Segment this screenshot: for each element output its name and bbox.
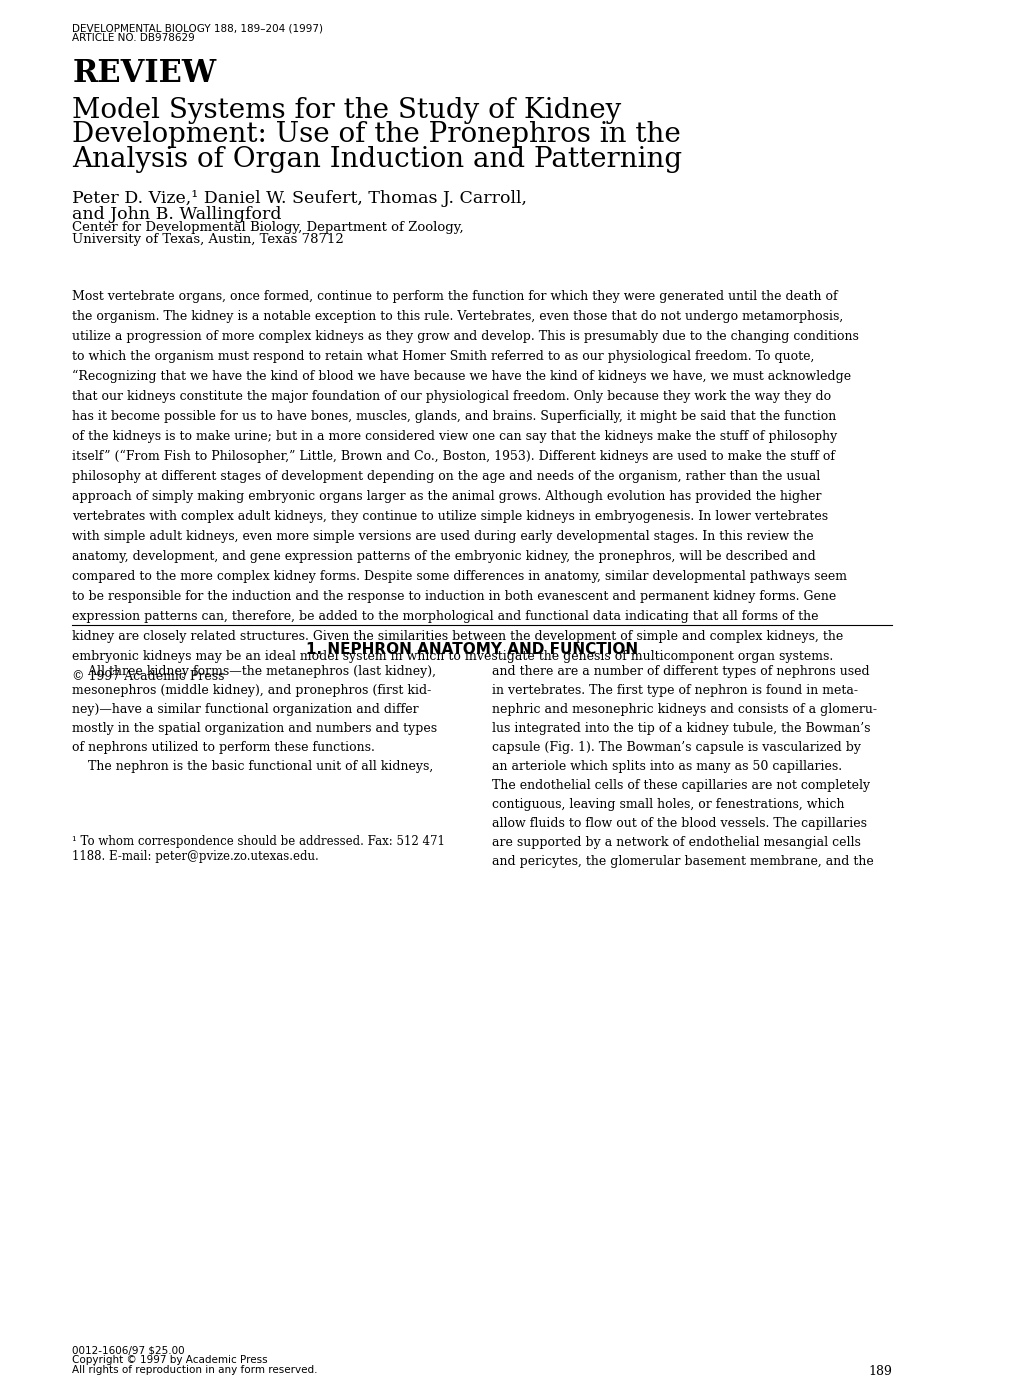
Text: ¹ To whom correspondence should be addressed. Fax: 512 471
1188. E-mail: peter@p: ¹ To whom correspondence should be addre… — [72, 834, 444, 863]
Text: itself” (“From Fish to Philosopher,” Little, Brown and Co., Boston, 1953). Diffe: itself” (“From Fish to Philosopher,” Lit… — [72, 450, 835, 463]
Text: Peter D. Vize,¹ Daniel W. Seufert, Thomas J. Carroll,: Peter D. Vize,¹ Daniel W. Seufert, Thoma… — [72, 191, 527, 207]
Text: Center for Developmental Biology, Department of Zoology,: Center for Developmental Biology, Depart… — [72, 221, 464, 233]
Text: that our kidneys constitute the major foundation of our physiological freedom. O: that our kidneys constitute the major fo… — [72, 389, 830, 403]
Text: in vertebrates. The first type of nephron is found in meta-: in vertebrates. The first type of nephro… — [491, 684, 857, 697]
Text: Analysis of Organ Induction and Patterning: Analysis of Organ Induction and Patterni… — [72, 146, 682, 173]
Text: the organism. The kidney is a notable exception to this rule. Vertebrates, even : the organism. The kidney is a notable ex… — [72, 309, 843, 323]
Text: Most vertebrate organs, once formed, continue to perform the function for which : Most vertebrate organs, once formed, con… — [72, 290, 838, 302]
Text: approach of simply making embryonic organs larger as the animal grows. Although : approach of simply making embryonic orga… — [72, 490, 821, 503]
Text: allow fluids to flow out of the blood vessels. The capillaries: allow fluids to flow out of the blood ve… — [491, 818, 866, 830]
Text: contiguous, leaving small holes, or fenestrations, which: contiguous, leaving small holes, or fene… — [491, 798, 844, 811]
Text: Model Systems for the Study of Kidney: Model Systems for the Study of Kidney — [72, 97, 621, 123]
Text: The endothelial cells of these capillaries are not completely: The endothelial cells of these capillari… — [491, 779, 869, 793]
Text: DEVELOPMENTAL BIOLOGY 188, 189–204 (1997): DEVELOPMENTAL BIOLOGY 188, 189–204 (1997… — [72, 23, 323, 33]
Text: capsule (Fig. 1). The Bowman’s capsule is vascularized by: capsule (Fig. 1). The Bowman’s capsule i… — [491, 742, 860, 754]
Text: lus integrated into the tip of a kidney tubule, the Bowman’s: lus integrated into the tip of a kidney … — [491, 722, 869, 735]
Text: philosophy at different stages of development depending on the age and needs of : philosophy at different stages of develo… — [72, 470, 819, 483]
Text: anatomy, development, and gene expression patterns of the embryonic kidney, the : anatomy, development, and gene expressio… — [72, 550, 815, 563]
Text: All three kidney forms—the metanephros (last kidney),: All three kidney forms—the metanephros (… — [72, 666, 436, 678]
Text: ARTICLE NO. DB978629: ARTICLE NO. DB978629 — [72, 33, 195, 43]
Text: nephric and mesonephric kidneys and consists of a glomeru-: nephric and mesonephric kidneys and cons… — [491, 703, 876, 717]
Text: compared to the more complex kidney forms. Despite some differences in anatomy, : compared to the more complex kidney form… — [72, 570, 847, 583]
Text: mostly in the spatial organization and numbers and types: mostly in the spatial organization and n… — [72, 722, 437, 735]
Text: expression patterns can, therefore, be added to the morphological and functional: expression patterns can, therefore, be a… — [72, 610, 818, 623]
Text: Copyright © 1997 by Academic Press: Copyright © 1997 by Academic Press — [72, 1355, 268, 1364]
Text: 1. NEPHRON ANATOMY AND FUNCTION: 1. NEPHRON ANATOMY AND FUNCTION — [306, 642, 638, 656]
Text: kidney are closely related structures. Given the similarities between the develo: kidney are closely related structures. G… — [72, 630, 843, 642]
Text: to which the organism must respond to retain what Homer Smith referred to as our: to which the organism must respond to re… — [72, 349, 814, 363]
Text: vertebrates with complex adult kidneys, they continue to utilize simple kidneys : vertebrates with complex adult kidneys, … — [72, 510, 827, 523]
Text: and John B. Wallingford: and John B. Wallingford — [72, 206, 281, 222]
Text: utilize a progression of more complex kidneys as they grow and develop. This is : utilize a progression of more complex ki… — [72, 330, 858, 342]
Text: All rights of reproduction in any form reserved.: All rights of reproduction in any form r… — [72, 1364, 318, 1374]
Text: are supported by a network of endothelial mesangial cells: are supported by a network of endothelia… — [491, 837, 860, 849]
Text: ney)—have a similar functional organization and differ: ney)—have a similar functional organizat… — [72, 703, 419, 717]
Text: REVIEW: REVIEW — [72, 58, 216, 88]
Text: of the kidneys is to make urine; but in a more considered view one can say that : of the kidneys is to make urine; but in … — [72, 429, 837, 443]
Text: The nephron is the basic functional unit of all kidneys,: The nephron is the basic functional unit… — [72, 760, 433, 773]
Text: 189: 189 — [867, 1364, 892, 1377]
Text: Development: Use of the Pronephros in the: Development: Use of the Pronephros in th… — [72, 122, 681, 148]
Text: with simple adult kidneys, even more simple versions are used during early devel: with simple adult kidneys, even more sim… — [72, 530, 813, 543]
Text: “Recognizing that we have the kind of blood we have because we have the kind of : “Recognizing that we have the kind of bl… — [72, 370, 851, 383]
Text: embryonic kidneys may be an ideal model system in which to investigate the genes: embryonic kidneys may be an ideal model … — [72, 650, 833, 663]
Text: © 1997 Academic Press: © 1997 Academic Press — [72, 670, 224, 682]
Text: an arteriole which splits into as many as 50 capillaries.: an arteriole which splits into as many a… — [491, 760, 841, 773]
Text: mesonephros (middle kidney), and pronephros (first kid-: mesonephros (middle kidney), and proneph… — [72, 684, 431, 697]
Text: University of Texas, Austin, Texas 78712: University of Texas, Austin, Texas 78712 — [72, 233, 343, 246]
Text: and there are a number of different types of nephrons used: and there are a number of different type… — [491, 666, 868, 678]
Text: 0012-1606/97 $25.00: 0012-1606/97 $25.00 — [72, 1345, 184, 1355]
Text: and pericytes, the glomerular basement membrane, and the: and pericytes, the glomerular basement m… — [491, 855, 872, 869]
Text: to be responsible for the induction and the response to induction in both evanes: to be responsible for the induction and … — [72, 590, 836, 603]
Text: of nephrons utilized to perform these functions.: of nephrons utilized to perform these fu… — [72, 742, 375, 754]
Text: has it become possible for us to have bones, muscles, glands, and brains. Superf: has it become possible for us to have bo… — [72, 410, 836, 423]
